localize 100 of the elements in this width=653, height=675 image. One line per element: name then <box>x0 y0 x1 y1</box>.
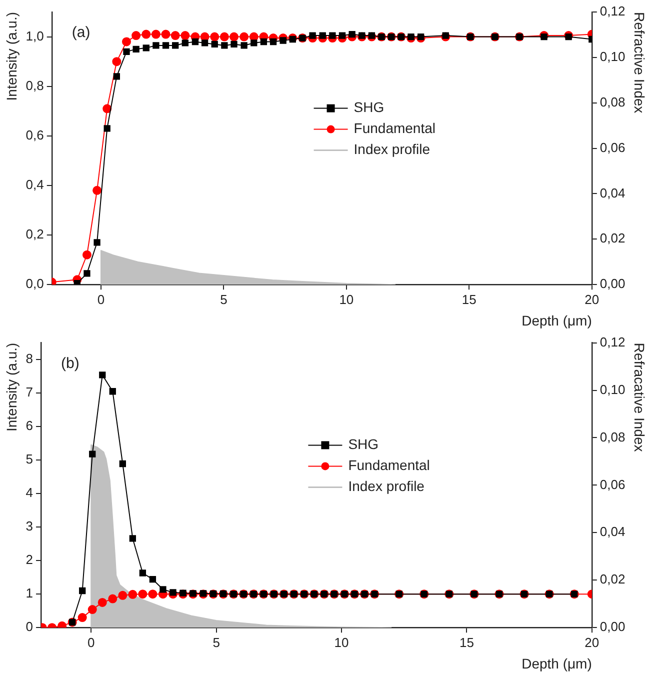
y-tick-label: 0,0 <box>26 276 44 292</box>
y2-tick-label: 0,06 <box>600 140 626 155</box>
y-tick-label: 0,4 <box>26 177 44 192</box>
point <box>148 590 158 599</box>
point <box>104 125 110 132</box>
legend-label: Index profile <box>354 141 430 158</box>
point <box>132 46 140 52</box>
y-tick-label: 8 <box>26 351 34 366</box>
x-tick-label: 15 <box>462 292 476 307</box>
legend-label: SHG <box>348 436 379 452</box>
legend-label: SHG <box>354 99 384 116</box>
point <box>348 30 356 38</box>
x-axis-title: Depth (μm) <box>522 312 592 328</box>
point <box>160 586 166 593</box>
point <box>84 270 90 277</box>
point <box>240 42 248 49</box>
point <box>329 32 336 39</box>
point <box>109 388 116 395</box>
y2-tick-label: 0,00 <box>600 619 626 634</box>
x-tick-label: 10 <box>334 634 349 650</box>
point <box>99 372 106 378</box>
x-tick-label: 20 <box>584 634 600 650</box>
y2-tick-label: 0,10 <box>600 382 626 397</box>
point <box>142 30 151 39</box>
y2-tick-label: 0,12 <box>600 4 626 19</box>
x-axis-title: Depth (μm) <box>522 655 592 672</box>
point <box>108 594 118 604</box>
point <box>82 250 92 260</box>
point <box>182 40 188 46</box>
point <box>94 239 100 246</box>
y2-tick-label: 0,02 <box>600 572 626 587</box>
point <box>250 40 258 46</box>
point <box>98 598 107 607</box>
y-tick-label: 2 <box>26 552 34 568</box>
point <box>221 42 228 49</box>
y2-tick-label: 0,10 <box>600 49 626 64</box>
point <box>119 460 126 468</box>
point <box>230 40 238 48</box>
point <box>92 186 102 195</box>
point <box>128 590 138 599</box>
point <box>122 37 131 46</box>
point <box>240 32 249 42</box>
point <box>118 590 128 600</box>
y-tick-label: 3 <box>26 518 34 534</box>
y2-tick-label: 0,02 <box>600 230 626 246</box>
y2-tick-label: 0,08 <box>600 94 626 110</box>
y-tick-label: 4 <box>26 485 34 500</box>
point <box>151 30 160 39</box>
point <box>210 32 220 42</box>
text: (a) <box>72 24 90 41</box>
x-tick-label: 5 <box>220 292 228 307</box>
y-tick-label: 6 <box>26 418 34 434</box>
point <box>149 576 156 583</box>
point <box>58 621 67 628</box>
point <box>161 30 170 39</box>
y-tick-label: 1 <box>26 586 34 601</box>
point <box>170 589 176 596</box>
point <box>442 32 449 39</box>
point <box>260 38 268 46</box>
point <box>408 33 414 40</box>
point <box>129 535 136 542</box>
y2-tick-label: 0,04 <box>600 524 626 540</box>
point <box>230 32 239 42</box>
text: (b) <box>61 354 80 372</box>
legend-label: Fundamental <box>354 120 436 136</box>
point <box>152 42 160 49</box>
point <box>368 32 376 39</box>
y-tick-label: 0,6 <box>26 127 44 142</box>
point <box>102 104 112 114</box>
legend-label: Fundamental <box>348 457 430 474</box>
point <box>78 613 87 622</box>
y-tick-label: 0,8 <box>26 78 44 93</box>
point <box>309 32 316 39</box>
y-tick-label: 0 <box>26 619 34 634</box>
point <box>123 48 130 55</box>
point <box>112 57 122 66</box>
point <box>180 590 186 596</box>
point <box>79 587 86 594</box>
y2-tick-label: 0,00 <box>600 276 626 292</box>
point <box>319 32 326 39</box>
point <box>180 31 190 40</box>
y-axis-title: Intensity (a.u.) <box>3 342 20 432</box>
point <box>138 590 148 599</box>
point <box>88 605 97 614</box>
point <box>270 38 277 46</box>
legend-label: Index profile <box>348 478 425 494</box>
y-tick-label: 5 <box>26 452 34 467</box>
y2-axis-title: Refracative Index <box>632 342 648 452</box>
x-tick-label: 5 <box>212 634 220 650</box>
point <box>139 570 146 576</box>
x-tick-label: 0 <box>87 634 95 650</box>
point <box>280 37 286 44</box>
y-tick-label: 0,2 <box>26 226 44 242</box>
point <box>142 44 150 52</box>
y-tick-label: 1,0 <box>26 28 44 44</box>
point <box>172 42 179 49</box>
point <box>132 31 141 40</box>
y2-tick-label: 0,04 <box>600 185 626 200</box>
point <box>220 32 229 42</box>
point <box>417 33 424 40</box>
